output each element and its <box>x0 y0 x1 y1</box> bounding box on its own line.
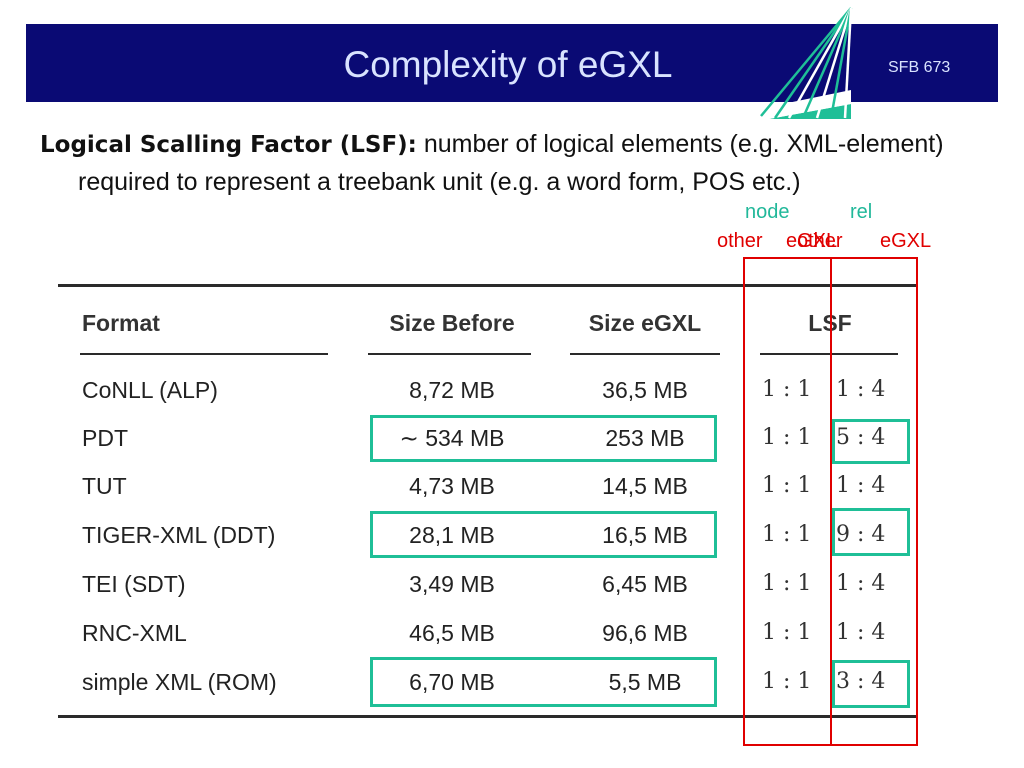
label-other: other <box>717 230 763 252</box>
cell-lsf-other: 1 : 1 <box>762 425 812 450</box>
tiger-lsf-highlight-box <box>832 508 910 556</box>
cell-lsf-other: 1 : 1 <box>762 571 812 596</box>
cell-lsf-other: 1 : 1 <box>762 377 812 402</box>
label-egxl: eGXL <box>880 230 932 252</box>
cell-size-egxl: 36,5 MB <box>602 377 688 403</box>
table-top-rule <box>58 284 918 287</box>
cell-lsf-egxl: 1 : 4 <box>836 571 886 596</box>
cell-lsf-egxl: 1 : 4 <box>836 377 886 402</box>
cell-format: CoNLL (ALP) <box>82 377 218 403</box>
tiger-size-highlight-box <box>370 511 717 558</box>
cell-format: TEI (SDT) <box>82 571 186 597</box>
cell-lsf-egxl: 3 : 4 <box>836 669 886 694</box>
lsf-egxl-column-box <box>830 257 918 746</box>
project-code: SFB 673 <box>888 59 951 76</box>
cell-lsf-egxl: 5 : 4 <box>836 425 886 450</box>
label-rel: rel <box>850 201 873 223</box>
header-size-before: Size Before <box>389 310 515 336</box>
lsf-other-column-box <box>743 257 832 746</box>
cell-lsf-other: 1 : 1 <box>762 522 812 547</box>
size-egxl-header-rule <box>570 353 720 355</box>
lsf-header-rule <box>760 353 898 355</box>
cell-size-before: 6,70 MB <box>409 669 495 695</box>
cell-size-before: 46,5 MB <box>409 620 495 646</box>
slide-title: Complexity of eGXL <box>343 44 673 85</box>
cell-lsf-other: 1 : 1 <box>762 669 812 694</box>
cell-size-egxl: 14,5 MB <box>602 473 688 499</box>
header-format: Format <box>82 310 160 336</box>
format-header-rule <box>80 353 328 355</box>
cell-lsf-egxl: 1 : 4 <box>836 620 886 645</box>
size-before-header-rule <box>368 353 531 355</box>
sfb-logo-icon <box>760 7 853 119</box>
lsf-definition-text: number of logical elements (e.g. XML-ele… <box>78 130 944 196</box>
cell-size-before: ∼ 534 MB <box>399 425 505 451</box>
table-bottom-rule <box>58 715 918 718</box>
cell-format: PDT <box>82 425 128 451</box>
label-egxl-overlap: eGXL <box>786 230 838 252</box>
cell-lsf-other: 1 : 1 <box>762 473 812 498</box>
cell-lsf-other: 1 : 1 <box>762 620 812 645</box>
lsf-definition: Logical Scalling Factor (LSF): number of… <box>40 126 980 201</box>
cell-size-before: 28,1 MB <box>409 522 495 548</box>
cell-format: RNC-XML <box>82 620 187 646</box>
pdt-size-highlight-box <box>370 415 717 462</box>
header-lsf: LSF <box>808 310 852 336</box>
cell-size-egxl: 16,5 MB <box>602 522 688 548</box>
cell-size-before: 8,72 MB <box>409 377 495 403</box>
rom-lsf-highlight-box <box>832 660 910 708</box>
cell-size-egxl: 6,45 MB <box>602 571 688 597</box>
cell-size-egxl: 253 MB <box>605 425 685 451</box>
cell-size-before: 4,73 MB <box>409 473 495 499</box>
label-other-overlap: other <box>797 230 843 252</box>
cell-format: simple XML (ROM) <box>82 669 277 695</box>
cell-format: TUT <box>82 473 127 499</box>
header-size-egxl: Size eGXL <box>588 310 702 336</box>
cell-size-egxl: 96,6 MB <box>602 620 688 646</box>
cell-lsf-egxl: 9 : 4 <box>836 522 886 547</box>
label-node: node <box>745 201 790 223</box>
pdt-lsf-highlight-box <box>832 419 910 464</box>
cell-size-before: 3,49 MB <box>409 571 495 597</box>
lsf-term: Logical Scalling Factor (LSF): <box>40 132 417 158</box>
cell-lsf-egxl: 1 : 4 <box>836 473 886 498</box>
cell-format: TIGER-XML (DDT) <box>82 522 276 548</box>
cell-size-egxl: 5,5 MB <box>608 669 682 695</box>
rom-size-highlight-box <box>370 657 717 707</box>
